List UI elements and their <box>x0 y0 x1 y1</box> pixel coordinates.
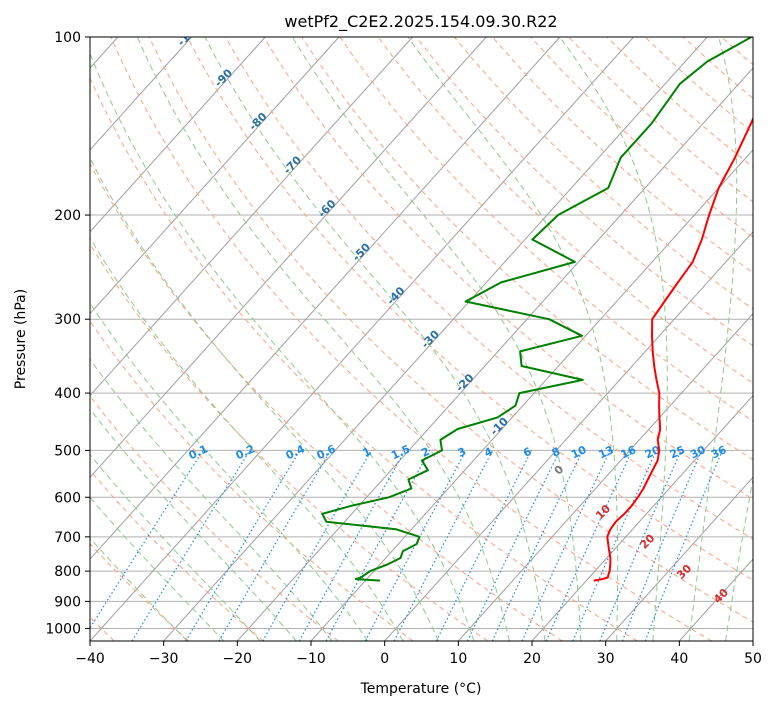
y-tick-label: 400 <box>54 386 81 402</box>
mixing-ratio-line <box>131 450 251 641</box>
mixing-ratio-line <box>644 450 723 641</box>
y-tick-label: 300 <box>54 312 81 328</box>
x-tick-label: 40 <box>670 651 688 667</box>
y-tick-label: 100 <box>54 30 81 46</box>
mixing-ratio-line <box>572 450 658 641</box>
mixing-ratio-label: 30 <box>688 443 708 461</box>
mixing-ratio-line <box>262 450 372 641</box>
dry-adiabat <box>90 162 563 641</box>
mixing-ratio-label: 25 <box>668 443 687 461</box>
x-tick-label: 50 <box>744 651 762 667</box>
moist-adiabat <box>90 453 261 641</box>
mixing-ratio-line <box>545 450 633 641</box>
isotherm-line <box>90 37 192 151</box>
moist-adiabat <box>204 37 546 641</box>
dry-adiabat <box>90 243 488 641</box>
y-tick-label: 200 <box>54 208 81 224</box>
isotherm-line <box>90 37 340 315</box>
isotherm-line <box>531 394 753 641</box>
moist-adiabat <box>291 37 582 641</box>
y-tick-label: 600 <box>54 490 81 506</box>
moist-adiabat <box>725 476 753 641</box>
y-tick-label: 800 <box>54 564 81 580</box>
y-tick-label: 500 <box>54 443 81 459</box>
dry-adiabat <box>263 37 753 500</box>
x-tick-label: −30 <box>149 651 179 667</box>
isotherm-line <box>163 37 708 641</box>
moist-adiabat <box>90 408 297 641</box>
mixing-ratio-line <box>599 450 682 641</box>
dry-adiabat <box>110 37 712 641</box>
dry-adiabat <box>90 469 264 641</box>
dry-adiabat <box>186 37 753 581</box>
x-axis-title: Temperature (°C) <box>360 681 482 697</box>
isotherm-line <box>90 37 561 560</box>
isotherm-line <box>236 67 753 641</box>
adiabat-lines <box>90 37 753 641</box>
isotherm-line <box>90 37 634 641</box>
isotherm-line <box>90 37 266 233</box>
chart-title: wetPf2_C2E2.2025.154.09.30.R22 <box>284 12 557 32</box>
moist-adiabat <box>136 37 510 641</box>
x-tick-label: 30 <box>597 651 615 667</box>
moist-adiabat <box>559 37 668 641</box>
dry-adiabat <box>224 37 753 540</box>
dry-adiabat <box>90 76 638 641</box>
isotherm-line <box>90 37 413 397</box>
x-tick-label: 10 <box>449 651 467 667</box>
moist-adiabat <box>90 236 404 641</box>
y-axis-title: Pressure (hPa) <box>13 289 29 389</box>
sounding-series <box>321 37 753 582</box>
isotherm-line <box>90 37 487 479</box>
dewpoint-profile <box>321 37 752 582</box>
mixing-ratio-label: 16 <box>619 443 639 461</box>
temperature-profile <box>593 116 753 582</box>
plot-frame <box>89 36 754 642</box>
y-tick-label: 1000 <box>45 621 81 637</box>
mixing-ratio-lines <box>90 450 723 641</box>
mixing-ratio-line <box>621 450 703 641</box>
mixing-ratio-label: 13 <box>597 443 616 461</box>
x-tick-label: −20 <box>223 651 253 667</box>
y-tick-label: 700 <box>54 530 81 546</box>
axes: −40 −30 −20 −10 0 10 20 30 40 50 100 200 300 400 500 60… <box>45 30 762 667</box>
x-tick-label: 0 <box>380 651 389 667</box>
mixing-ratio-line <box>298 450 406 641</box>
moist-adiabat <box>90 157 439 641</box>
mixing-ratio-line <box>325 450 431 641</box>
moist-adiabat <box>90 52 475 641</box>
dry-adiabat <box>148 37 753 623</box>
x-tick-label: −40 <box>75 651 105 667</box>
isotherm-line <box>384 230 753 641</box>
mixing-ratio-line <box>90 450 204 630</box>
moist-adiabat <box>90 302 369 641</box>
isotherm-line <box>605 476 753 641</box>
moist-adiabat <box>407 37 619 641</box>
dry-adiabat <box>415 37 753 347</box>
y-tick-label: 900 <box>54 594 81 610</box>
mixing-ratio-label: 36 <box>709 443 729 461</box>
dry-adiabat-label: -100 <box>175 20 204 49</box>
isotherm-line <box>457 312 753 641</box>
mixing-ratio-line <box>435 450 533 641</box>
mixing-ratio-label: 10 <box>569 443 589 461</box>
x-tick-label: −10 <box>296 651 326 667</box>
x-tick-label: 20 <box>523 651 541 667</box>
moist-adiabat <box>90 358 333 641</box>
moist-adiabat <box>688 37 738 641</box>
dry-adiabat <box>301 37 753 461</box>
